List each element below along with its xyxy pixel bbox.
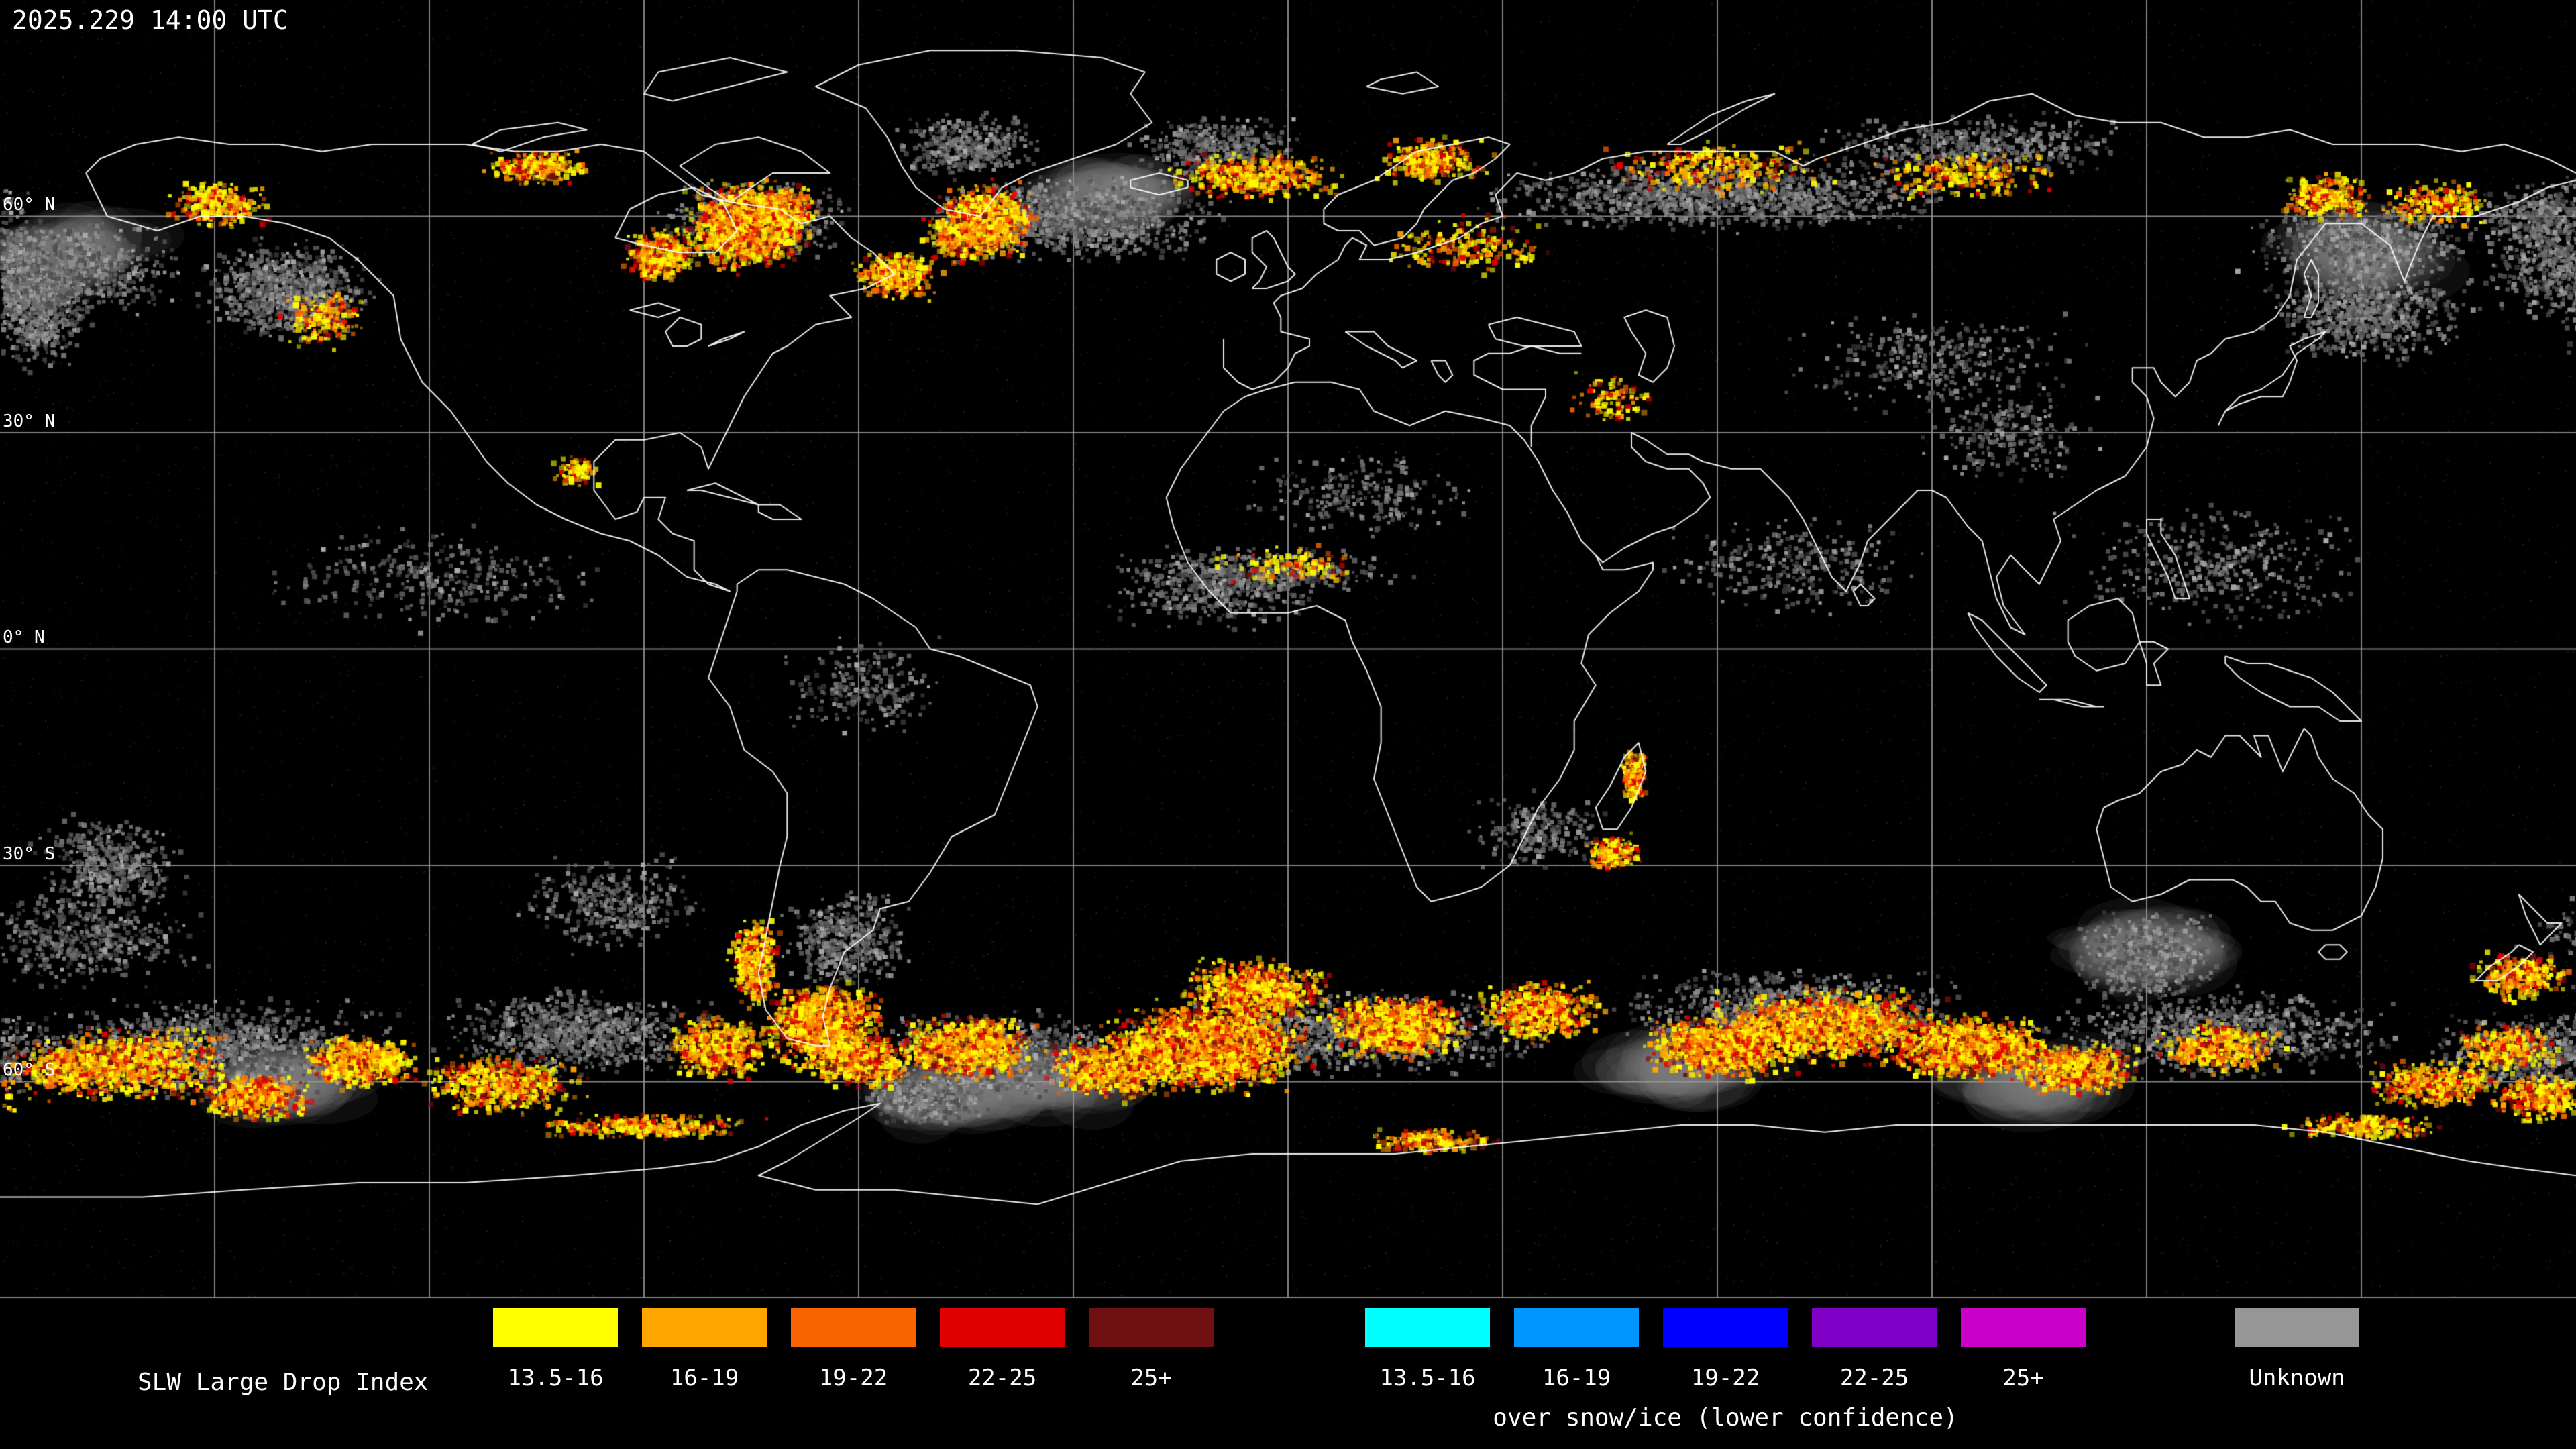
legend-swatch-ice-5: [1961, 1308, 2086, 1347]
legend-item: 13.5-16: [1365, 1308, 1490, 1391]
legend-swatch-ice-3: [1663, 1308, 1788, 1347]
legend-label: 19-22: [818, 1364, 888, 1391]
legend-label: Unknown: [2249, 1364, 2345, 1391]
legend-label: 22-25: [967, 1364, 1037, 1391]
legend: SLW Large Drop Index 13.5-16 16-19 19-22…: [0, 1298, 2576, 1449]
legend-label: 22-25: [1839, 1364, 1909, 1391]
legend-swatch-warm-4: [940, 1308, 1065, 1347]
legend-swatch-ice-4: [1812, 1308, 1937, 1347]
legend-item: 16-19: [1514, 1308, 1639, 1391]
legend-group-standard: 13.5-16 16-19 19-22 22-25 25+: [493, 1308, 1214, 1391]
timestamp: 2025.229 14:00 UTC: [12, 5, 288, 35]
legend-group-unknown: Unknown: [2235, 1308, 2359, 1391]
legend-swatch-ice-2: [1514, 1308, 1639, 1347]
legend-swatch-warm-5: [1089, 1308, 1214, 1347]
legend-item: 25+: [1961, 1308, 2086, 1391]
legend-swatch-warm-2: [642, 1308, 767, 1347]
legend-label: 19-22: [1690, 1364, 1760, 1391]
legend-label: 25+: [2002, 1364, 2044, 1391]
legend-item: 25+: [1089, 1308, 1214, 1391]
legend-label: 25+: [1130, 1364, 1172, 1391]
legend-item: 19-22: [791, 1308, 916, 1391]
legend-item: Unknown: [2235, 1308, 2359, 1391]
legend-swatch-warm-3: [791, 1308, 916, 1347]
legend-caption-snow-ice: over snow/ice (lower confidence): [1493, 1404, 1958, 1432]
lat-label-0: 0° N: [3, 627, 45, 647]
legend-group-snow-ice: 13.5-16 16-19 19-22 22-25 25+: [1365, 1308, 2086, 1391]
legend-label: 13.5-16: [507, 1364, 604, 1391]
legend-label: 16-19: [669, 1364, 739, 1391]
legend-item: 19-22: [1663, 1308, 1788, 1391]
legend-item: 22-25: [1812, 1308, 1937, 1391]
legend-item: 16-19: [642, 1308, 767, 1391]
legend-swatch-warm-1: [493, 1308, 618, 1347]
legend-label: 13.5-16: [1379, 1364, 1476, 1391]
lat-label-30n: 30° N: [3, 411, 56, 431]
legend-item: 13.5-16: [493, 1308, 618, 1391]
legend-swatch-unknown: [2235, 1308, 2359, 1347]
lat-label-60s: 60° S: [3, 1060, 56, 1080]
legend-swatch-ice-1: [1365, 1308, 1490, 1347]
lat-label-60n: 60° N: [3, 195, 56, 215]
legend-item: 22-25: [940, 1308, 1065, 1391]
lat-label-30s: 30° S: [3, 844, 56, 864]
legend-title: SLW Large Drop Index: [138, 1368, 429, 1396]
legend-label: 16-19: [1542, 1364, 1611, 1391]
